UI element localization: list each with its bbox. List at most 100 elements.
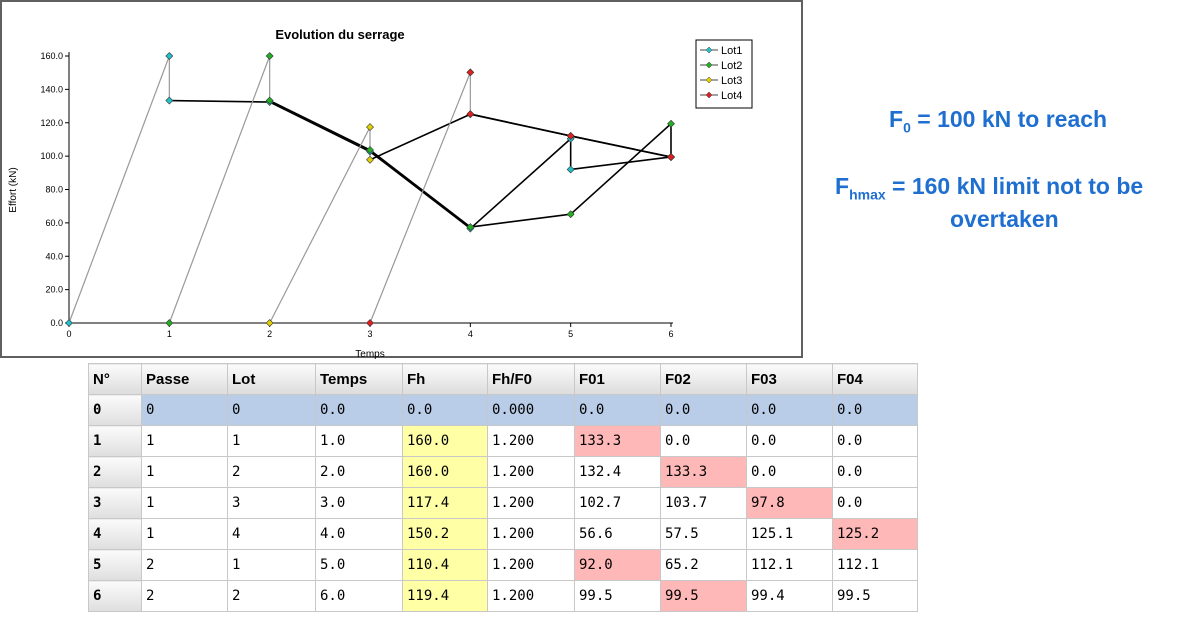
row-number-cell[interactable]: 2 (88, 456, 142, 488)
legend-label: Lot3 (721, 75, 742, 87)
table-cell-passe[interactable]: 2 (141, 580, 228, 612)
table-cell-lot[interactable]: 1 (227, 549, 316, 581)
series-segment (369, 113, 471, 161)
table-cell-f04[interactable]: 112.1 (832, 549, 918, 581)
table-cell-fh[interactable]: 0.0 (402, 394, 488, 426)
table-cell-passe[interactable]: 1 (141, 425, 228, 457)
results-table-panel: N° Passe Lot Temps Fh Fh/F0 F01 F02 F03 F04 0 0 0 0.… (88, 363, 918, 612)
table-cell-f03[interactable]: 125.1 (746, 518, 833, 550)
table-cell-lot[interactable]: 2 (227, 580, 316, 612)
table-cell-f01[interactable]: 56.6 (574, 518, 661, 550)
table-cell-temps[interactable]: 5.0 (315, 549, 403, 581)
table-cell-f03[interactable]: 0.0 (746, 456, 833, 488)
table-cell-f03[interactable]: 0.0 (746, 425, 833, 457)
table-cell-passe[interactable]: 2 (141, 549, 228, 581)
table-cell-temps[interactable]: 1.0 (315, 425, 403, 457)
table-cell-passe[interactable]: 1 (141, 456, 228, 488)
table-cell-f04[interactable]: 0.0 (832, 487, 918, 519)
table-cell-fh[interactable]: 150.2 (402, 518, 488, 550)
table-row[interactable]: 0 0 0 0.0 0.0 0.000 0.0 0.0 0.0 0.0 (88, 394, 918, 426)
row-number-cell[interactable]: 5 (88, 549, 142, 581)
table-cell-f02[interactable]: 0.0 (660, 394, 747, 426)
table-cell-ratio[interactable]: 1.200 (487, 549, 575, 581)
row-number-cell[interactable]: 4 (88, 518, 142, 550)
fhmax-limit-note-continued: overtaken (950, 206, 1059, 232)
column-header[interactable]: F04 (832, 363, 918, 395)
column-header[interactable]: N° (88, 363, 142, 395)
table-cell-f04[interactable]: 0.0 (832, 456, 918, 488)
table-cell-f01[interactable]: 0.0 (574, 394, 661, 426)
table-cell-ratio[interactable]: 0.000 (487, 394, 575, 426)
row-number-cell[interactable]: 3 (88, 487, 142, 519)
table-row[interactable]: 4 1 4 4.0 150.2 1.200 56.6 57.5 125.1 125.2 (88, 518, 918, 550)
table-cell-ratio[interactable]: 1.200 (487, 487, 575, 519)
table-cell-f02[interactable]: 99.5 (660, 580, 747, 612)
table-cell-f04[interactable]: 125.2 (832, 518, 918, 550)
table-cell-f01[interactable]: 92.0 (574, 549, 661, 581)
table-cell-temps[interactable]: 2.0 (315, 456, 403, 488)
series-segment (369, 72, 471, 324)
y-tick-label: 140.0 (40, 84, 63, 94)
table-cell-lot[interactable]: 4 (227, 518, 316, 550)
table-row[interactable]: 3 1 3 3.0 117.4 1.200 102.7 103.7 97.8 0.0 (88, 487, 918, 519)
row-number-cell[interactable]: 0 (88, 394, 142, 426)
table-cell-temps[interactable]: 0.0 (315, 394, 403, 426)
table-cell-f02[interactable]: 133.3 (660, 456, 747, 488)
row-number-cell[interactable]: 1 (88, 425, 142, 457)
table-cell-f02[interactable]: 57.5 (660, 518, 747, 550)
table-row[interactable]: 6 2 2 6.0 119.4 1.200 99.5 99.5 99.4 99.5 (88, 580, 918, 612)
table-cell-f04[interactable]: 0.0 (832, 425, 918, 457)
y-tick-label: 0.0 (50, 318, 63, 328)
results-table: N° Passe Lot Temps Fh Fh/F0 F01 F02 F03 F04 0 0 0 0.… (88, 363, 918, 612)
table-cell-f01[interactable]: 133.3 (574, 425, 661, 457)
table-cell-f03[interactable]: 0.0 (746, 394, 833, 426)
table-cell-ratio[interactable]: 1.200 (487, 580, 575, 612)
column-header[interactable]: Fh (402, 363, 488, 395)
table-cell-ratio[interactable]: 1.200 (487, 425, 575, 457)
table-cell-temps[interactable]: 3.0 (315, 487, 403, 519)
data-point-lot1 (165, 96, 174, 105)
table-row[interactable]: 2 1 2 2.0 160.0 1.200 132.4 133.3 0.0 0.0 (88, 456, 918, 488)
table-cell-fh[interactable]: 160.0 (402, 425, 488, 457)
table-cell-fh[interactable]: 119.4 (402, 580, 488, 612)
table-cell-temps[interactable]: 6.0 (315, 580, 403, 612)
table-cell-f02[interactable]: 103.7 (660, 487, 747, 519)
table-cell-f02[interactable]: 65.2 (660, 549, 747, 581)
table-cell-lot[interactable]: 1 (227, 425, 316, 457)
table-cell-f03[interactable]: 112.1 (746, 549, 833, 581)
table-cell-f02[interactable]: 0.0 (660, 425, 747, 457)
table-cell-lot[interactable]: 2 (227, 456, 316, 488)
table-cell-f04[interactable]: 99.5 (832, 580, 918, 612)
table-cell-fh[interactable]: 160.0 (402, 456, 488, 488)
table-cell-f03[interactable]: 99.4 (746, 580, 833, 612)
table-cell-fh[interactable]: 110.4 (402, 549, 488, 581)
table-cell-f01[interactable]: 132.4 (574, 456, 661, 488)
column-header[interactable]: Fh/F0 (487, 363, 575, 395)
row-number-cell[interactable]: 6 (88, 580, 142, 612)
x-tick-label: 1 (167, 329, 172, 339)
table-cell-f03[interactable]: 97.8 (746, 487, 833, 519)
table-row[interactable]: 5 2 1 5.0 110.4 1.200 92.0 65.2 112.1 112.1 (88, 549, 918, 581)
table-cell-passe[interactable]: 0 (141, 394, 228, 426)
column-header[interactable]: Lot (227, 363, 316, 395)
table-cell-passe[interactable]: 1 (141, 518, 228, 550)
data-point-lot4 (466, 110, 475, 118)
table-cell-ratio[interactable]: 1.200 (487, 518, 575, 550)
table-cell-temps[interactable]: 4.0 (315, 518, 403, 550)
series-segment (169, 99, 270, 103)
table-cell-ratio[interactable]: 1.200 (487, 456, 575, 488)
table-cell-f04[interactable]: 0.0 (832, 394, 918, 426)
column-header[interactable]: Passe (141, 363, 228, 395)
table-cell-f01[interactable]: 102.7 (574, 487, 661, 519)
column-header[interactable]: F03 (746, 363, 833, 395)
column-header[interactable]: F01 (574, 363, 661, 395)
table-cell-passe[interactable]: 1 (141, 487, 228, 519)
table-row[interactable]: 1 1 1 1.0 160.0 1.200 133.3 0.0 0.0 0.0 (88, 425, 918, 457)
table-cell-fh[interactable]: 117.4 (402, 487, 488, 519)
legend-marker (705, 91, 713, 99)
table-cell-lot[interactable]: 0 (227, 394, 316, 426)
column-header[interactable]: Temps (315, 363, 403, 395)
table-cell-lot[interactable]: 3 (227, 487, 316, 519)
column-header[interactable]: F02 (660, 363, 747, 395)
table-cell-f01[interactable]: 99.5 (574, 580, 661, 612)
